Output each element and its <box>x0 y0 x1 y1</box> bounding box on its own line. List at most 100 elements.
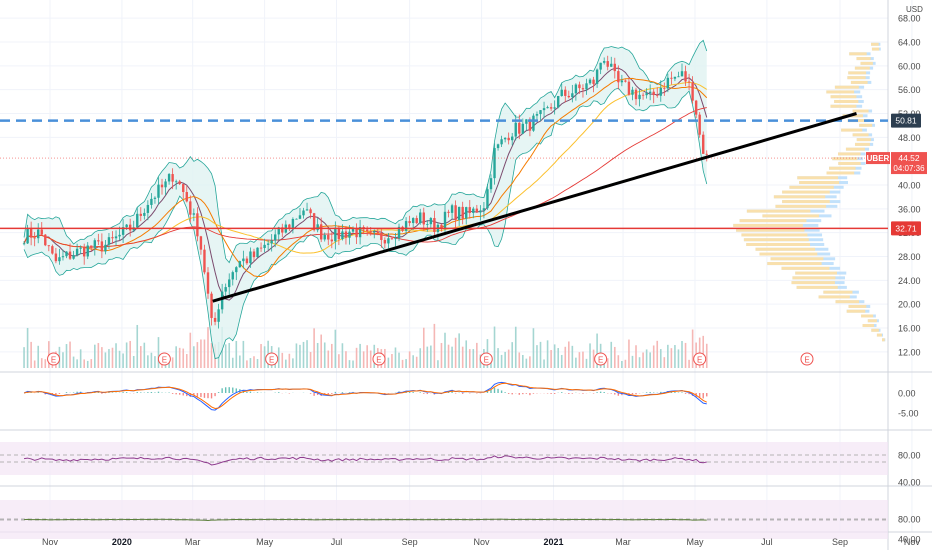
profile-bar-down <box>849 52 867 56</box>
candle-body <box>422 212 425 225</box>
volume-bar <box>30 341 32 368</box>
volume-bar <box>316 342 319 368</box>
volume-bar <box>444 332 446 368</box>
volume-bar <box>246 360 248 368</box>
candle-body <box>387 238 390 244</box>
candle-body <box>128 224 132 231</box>
trendline[interactable] <box>212 112 857 303</box>
profile-bar-down <box>854 142 870 146</box>
candle-body <box>521 123 525 134</box>
volume-bar <box>97 343 100 368</box>
earnings-marker-label: E <box>484 356 489 365</box>
volume-bar <box>277 347 280 368</box>
macd-histogram-bar <box>522 393 524 395</box>
profile-bar-down <box>743 238 809 242</box>
volume-bar <box>132 355 135 368</box>
volume-bar <box>522 354 524 368</box>
candle-body <box>93 240 97 248</box>
candle-body <box>196 213 199 237</box>
profile-bar-down <box>876 333 882 337</box>
candle-body <box>178 181 181 185</box>
macd-histogram-bar <box>653 392 655 393</box>
price-axis: 68.0064.0060.0056.0052.0048.0040.0036.00… <box>898 5 923 545</box>
candle-body <box>461 206 464 219</box>
macd-histogram-bar <box>461 393 464 394</box>
rsi-line <box>23 455 707 466</box>
volume-bar <box>309 352 312 368</box>
candle-body <box>567 95 571 98</box>
earnings-marker <box>479 352 493 366</box>
candle-body <box>503 137 507 140</box>
candle-body <box>546 107 549 109</box>
macd-histogram-bar <box>645 392 648 393</box>
candle-body <box>75 248 79 256</box>
volume-bar <box>518 352 521 368</box>
volume-bar <box>200 339 202 368</box>
earnings-marker-label: E <box>51 356 56 365</box>
profile-bar-down <box>882 338 885 342</box>
macd-histogram-bar <box>122 392 124 393</box>
macd-histogram-bar <box>207 393 209 399</box>
macd-histogram-bar <box>224 387 227 393</box>
volume-bar <box>550 350 552 368</box>
volume-bar <box>458 333 460 368</box>
candle-body <box>341 231 344 240</box>
profile-bar-down <box>746 242 811 246</box>
volume-bar <box>497 348 499 368</box>
candle-body <box>571 93 574 98</box>
candle-body <box>82 247 86 257</box>
candle-body <box>157 184 160 198</box>
volume-bar <box>610 341 613 368</box>
candle-body <box>620 80 624 83</box>
profile-bar-down <box>767 262 822 266</box>
macd-histogram-bar <box>193 393 195 396</box>
volume-bar <box>606 358 609 368</box>
volume-bar <box>288 353 291 368</box>
profile-bar-down <box>741 233 808 237</box>
profile-bar-down <box>861 314 874 318</box>
candle-body <box>638 94 641 100</box>
candle-body <box>107 237 111 245</box>
volume-bar <box>663 357 666 368</box>
volume-bar <box>596 333 598 368</box>
candle-body <box>139 213 142 216</box>
volume-bar <box>178 347 181 368</box>
candle-body <box>33 237 36 239</box>
candle-body <box>560 89 563 97</box>
candle-body <box>220 291 224 310</box>
macd-histogram-bar <box>525 393 528 394</box>
volume-bar <box>568 341 570 368</box>
volume-bar <box>285 359 287 368</box>
profile-bar-down <box>762 214 819 218</box>
macd-histogram-bar <box>596 392 598 393</box>
candle-body <box>394 238 397 240</box>
macd-histogram-bar <box>582 393 584 394</box>
candle-body <box>90 245 93 248</box>
candle-body <box>203 249 206 273</box>
volume-bar <box>391 353 393 368</box>
macd-histogram-bar <box>412 392 414 393</box>
candle-body <box>270 240 273 244</box>
volume-bar <box>691 329 694 368</box>
volume-bar <box>327 350 330 368</box>
candle-body <box>687 81 691 83</box>
price-levels[interactable] <box>0 119 888 230</box>
candle-body <box>213 317 217 322</box>
macd-histogram-bar <box>76 391 78 393</box>
candle-body <box>104 244 107 252</box>
volume-bar <box>338 354 340 368</box>
indicator-axis-tick: 80.00 <box>898 451 921 461</box>
candle-body <box>705 153 708 155</box>
volume-bar <box>171 357 174 368</box>
volume-bar <box>667 344 669 368</box>
candle-body <box>348 231 351 238</box>
candle-body <box>606 61 609 67</box>
macd-histogram-bar <box>419 392 421 393</box>
macd-histogram-bar <box>334 391 337 393</box>
price-axis-tick: 28.00 <box>898 252 921 262</box>
macd-histogram-bar <box>235 388 237 393</box>
candle-body <box>443 211 447 230</box>
candle-body <box>29 228 33 238</box>
